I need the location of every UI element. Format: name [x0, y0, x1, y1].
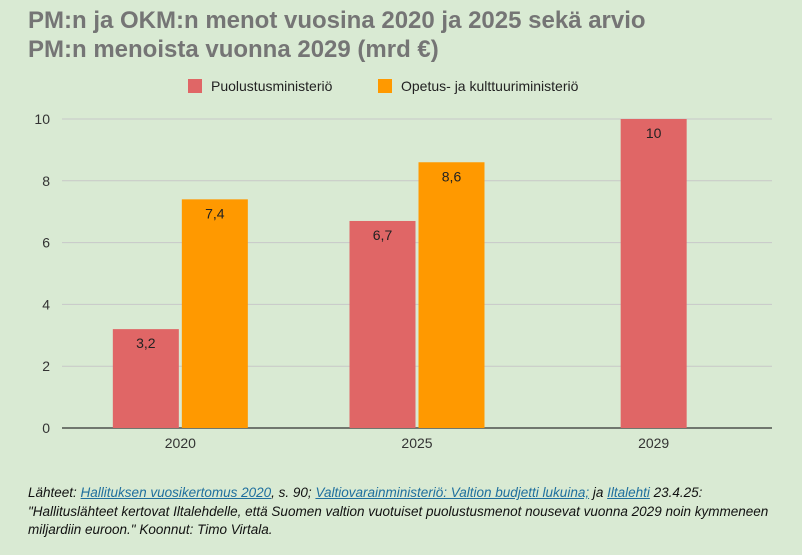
legend-label: Opetus- ja kulttuuriministeriö — [401, 78, 579, 94]
sources-text-1: , s. 90; — [271, 485, 316, 500]
bar-data-label: 8,6 — [442, 168, 462, 184]
bar-chart: 0 2 4 6 8 10 3,2 7,4 6,7 8,6 10 2020 2025 2029 Puol… — [34, 78, 772, 451]
chart-title-line-1: PM:n ja OKM:n menot vuosina 2020 ja 2025… — [28, 7, 646, 34]
x-tick-label: 2020 — [165, 435, 196, 451]
source-link-valtiovarainministerio[interactable]: Valtiovarainministeriö: Valtion budjetti… — [315, 485, 590, 500]
source-link-vuosikertomus[interactable]: Hallituksen vuosikertomus 2020 — [80, 485, 272, 500]
y-tick-label: 8 — [42, 173, 50, 189]
sources-text-2: ja — [589, 485, 608, 500]
y-tick-label: 6 — [42, 235, 50, 251]
bar — [349, 220, 416, 428]
source-link-iltalehti[interactable]: Iltalehti — [607, 485, 650, 500]
sources-prefix: Lähteet: — [28, 485, 81, 500]
x-tick-label: 2025 — [401, 435, 432, 451]
sources-text-3: 23.4.25: "Hallituslähteet kertovat Iltal… — [28, 485, 769, 537]
y-axis-ticks: 0 2 4 6 8 10 — [34, 111, 50, 436]
bar — [620, 119, 687, 428]
y-tick-label: 4 — [42, 296, 50, 312]
bar-data-label: 3,2 — [136, 335, 156, 351]
y-tick-label: 10 — [34, 111, 50, 127]
chart-title: PM:n ja OKM:n menot vuosina 2020 ja 2025… — [28, 6, 788, 64]
x-tick-label: 2029 — [638, 435, 669, 451]
bar-data-label: 6,7 — [373, 227, 393, 243]
legend: Puolustusministeriö Opetus- ja kulttuurim… — [188, 78, 579, 94]
sources-note: Lähteet: Hallituksen vuosikertomus 2020,… — [28, 484, 788, 540]
bar-data-label: 7,4 — [205, 205, 225, 221]
bar — [181, 199, 248, 428]
bar-data-label: 10 — [646, 125, 662, 141]
legend-swatch — [188, 79, 202, 93]
y-tick-label: 2 — [42, 358, 50, 374]
chart-title-line-2: PM:n menoista vuonna 2029 (mrd €) — [28, 36, 439, 63]
y-tick-label: 0 — [42, 420, 50, 436]
legend-swatch — [378, 79, 392, 93]
legend-label: Puolustusministeriö — [211, 78, 333, 94]
x-axis-ticks: 2020 2025 2029 — [165, 435, 670, 451]
bar — [112, 329, 179, 428]
bars: 3,2 7,4 6,7 8,6 10 — [112, 119, 687, 428]
bar — [418, 162, 485, 428]
